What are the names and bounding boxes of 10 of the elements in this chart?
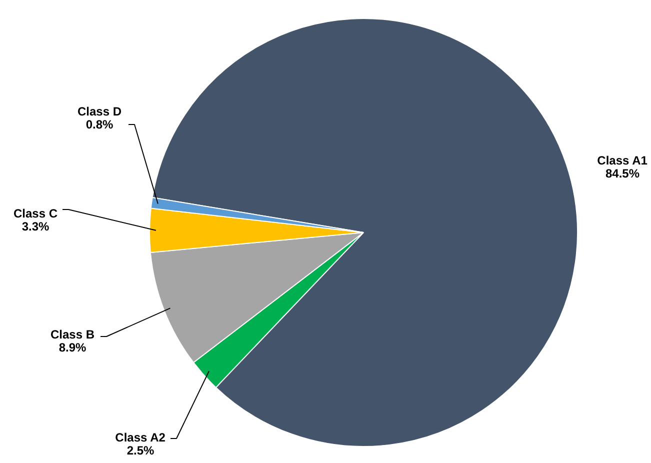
data-label: 2.5% [126, 444, 155, 458]
data-label: 84.5% [605, 166, 640, 180]
slice-label: Class B [50, 328, 95, 342]
data-label: 0.8% [86, 118, 114, 132]
data-label: 8.9% [58, 340, 87, 354]
slice-label: Class A2 [115, 430, 166, 444]
slice-label: Class A1 [597, 154, 648, 168]
slice-label: Class D [77, 104, 122, 118]
data-label: 3.3% [22, 220, 50, 234]
slice-label: Class C [13, 206, 58, 220]
